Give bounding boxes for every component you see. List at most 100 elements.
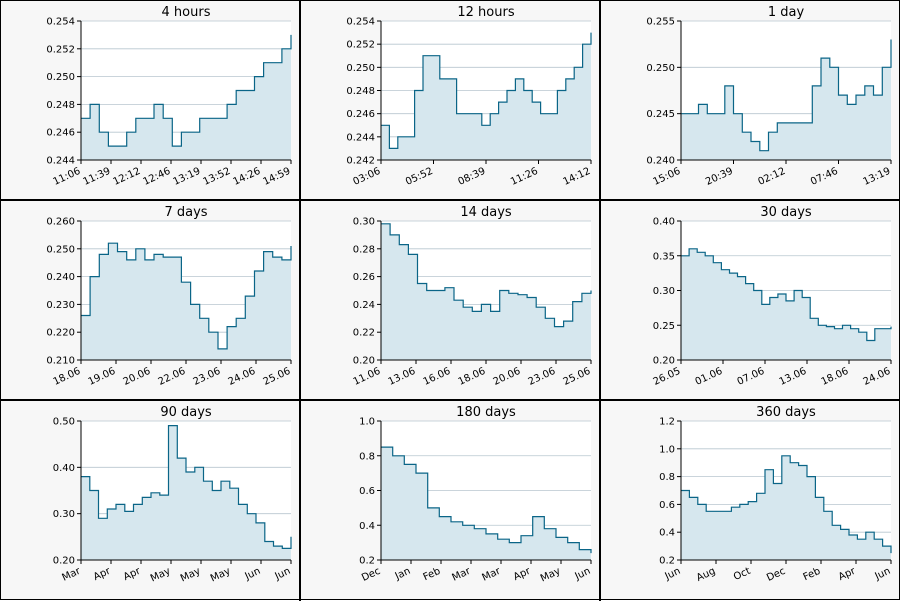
- x-tick-label: 12:12: [111, 166, 142, 188]
- y-tick-label: 0.20: [353, 356, 375, 367]
- x-tick-label: 15:06: [651, 166, 682, 188]
- x-tick-label: 26.05: [652, 366, 683, 388]
- y-tick-label: 0.254: [346, 17, 375, 28]
- y-tick-label: 0.24: [353, 300, 375, 311]
- y-tick-label: 0.35: [653, 251, 675, 262]
- x-tick-label: Oct: [732, 566, 752, 583]
- x-tick-label: 23.06: [527, 366, 558, 388]
- x-tick-label: Jun: [573, 566, 593, 583]
- series-line: [81, 34, 292, 147]
- y-tick-label: 0.230: [46, 300, 75, 311]
- x-tick-label: 25.06: [562, 366, 593, 388]
- y-tick-label: 0.210: [46, 356, 75, 367]
- x-tick-label: Aug: [695, 566, 717, 584]
- panel-divider: [299, 1, 301, 601]
- series-line: [381, 32, 592, 149]
- series-area: [381, 32, 591, 160]
- y-tick-label: 0.255: [646, 17, 675, 28]
- x-tick-label: 23.06: [192, 366, 223, 388]
- x-tick-label: 19.06: [87, 366, 118, 388]
- chart-title: 360 days: [756, 405, 816, 420]
- y-tick-label: 0.250: [46, 244, 75, 255]
- x-tick-label: May: [149, 566, 172, 585]
- series-area: [381, 447, 591, 560]
- chart-panel: 0.20 0.25 0.30 0.35 0.40 26.05 01.06 07.06 13.06…: [652, 205, 893, 388]
- x-tick-label: 22.06: [157, 366, 188, 388]
- y-tick-label: 0.220: [46, 328, 75, 339]
- x-tick-label: 11.06: [352, 366, 383, 388]
- x-tick-label: 16.06: [422, 366, 453, 388]
- x-tick-label: 12:46: [141, 166, 172, 188]
- y-tick-label: 0.30: [53, 509, 75, 520]
- y-tick-label: 0.240: [646, 156, 675, 167]
- chart-title: 4 hours: [162, 5, 211, 20]
- y-tick-label: 0.254: [46, 17, 75, 28]
- chart-panel: 0.242 0.244 0.246 0.248 0.250 0.252 0.254 03:06…: [346, 5, 592, 188]
- x-tick-label: 13.06: [778, 366, 809, 388]
- y-tick-label: 0.252: [346, 40, 375, 51]
- y-tick-label: 0.246: [346, 109, 375, 120]
- series-line: [81, 242, 292, 350]
- x-tick-label: 13:52: [201, 166, 232, 188]
- y-tick-label: 1.2: [659, 417, 675, 428]
- x-tick-label: 14:59: [261, 166, 292, 188]
- series-area: [681, 455, 891, 560]
- y-tick-label: 1.0: [359, 417, 375, 428]
- x-tick-label: Mar: [481, 565, 504, 583]
- y-tick-label: 0.22: [353, 328, 375, 339]
- series-line: [681, 248, 892, 342]
- x-tick-label: May: [539, 566, 562, 585]
- x-tick-label: 03:06: [351, 166, 382, 188]
- panel-divider: [1, 399, 900, 401]
- chart-title: 12 hours: [457, 5, 514, 20]
- series-line: [681, 39, 892, 152]
- x-tick-label: Apr: [122, 565, 143, 583]
- chart-title: 1 day: [768, 5, 805, 20]
- x-tick-label: Jun: [873, 566, 893, 583]
- panel-divider: [1, 199, 900, 201]
- series-area: [81, 425, 291, 560]
- y-tick-label: 0.2: [359, 556, 375, 567]
- x-tick-label: 13.06: [387, 366, 418, 388]
- x-tick-label: May: [179, 566, 202, 585]
- x-tick-label: 25.06: [262, 366, 293, 388]
- x-tick-label: 11:06: [51, 166, 82, 188]
- y-tick-label: 0.250: [346, 63, 375, 74]
- y-tick-label: 1.0: [659, 444, 675, 455]
- x-tick-label: 18.06: [52, 366, 83, 388]
- x-tick-label: Jun: [243, 566, 263, 583]
- y-tick-label: 0.40: [653, 217, 675, 228]
- y-tick-label: 0.20: [53, 556, 75, 567]
- y-tick-label: 0.4: [359, 521, 375, 532]
- y-tick-label: 0.250: [646, 63, 675, 74]
- chart-panel: 0.20 0.30 0.40 0.50 Mar Apr Apr May May May Jun Jun…: [53, 405, 293, 585]
- y-tick-label: 0.28: [353, 244, 375, 255]
- x-tick-label: 13:19: [861, 166, 892, 188]
- chart-title: 30 days: [760, 205, 812, 220]
- x-tick-label: 07:46: [809, 166, 840, 188]
- x-tick-label: 18.06: [457, 366, 488, 388]
- x-tick-label: Mar: [451, 565, 474, 583]
- x-tick-label: Feb: [422, 566, 443, 583]
- y-tick-label: 0.50: [53, 417, 75, 428]
- x-tick-label: 01.06: [694, 366, 725, 388]
- x-tick-label: Jan: [393, 566, 413, 583]
- y-tick-label: 0.8: [659, 472, 675, 483]
- chart-panel: 0.2 0.4 0.6 0.8 1.0 Dec Jan Feb Mar Mar Apr May Jun 1…: [359, 405, 593, 585]
- chart-panel: 0.2 0.4 0.6 0.8 1.0 1.2 Jun Aug Oct Dec Feb Apr Jun 3…: [659, 405, 893, 584]
- y-tick-label: 0.244: [46, 156, 75, 167]
- y-tick-label: 0.4: [659, 528, 675, 539]
- y-tick-label: 0.8: [359, 451, 375, 462]
- y-tick-label: 0.252: [46, 44, 75, 55]
- y-tick-label: 0.240: [46, 272, 75, 283]
- y-tick-label: 0.30: [653, 286, 675, 297]
- series-line: [81, 425, 292, 549]
- x-tick-label: 24.06: [227, 366, 258, 388]
- series-line: [381, 446, 592, 554]
- x-tick-label: 24.06: [862, 366, 893, 388]
- series-line: [381, 223, 592, 328]
- x-tick-label: 05:52: [404, 166, 435, 188]
- y-tick-label: 0.248: [346, 86, 375, 97]
